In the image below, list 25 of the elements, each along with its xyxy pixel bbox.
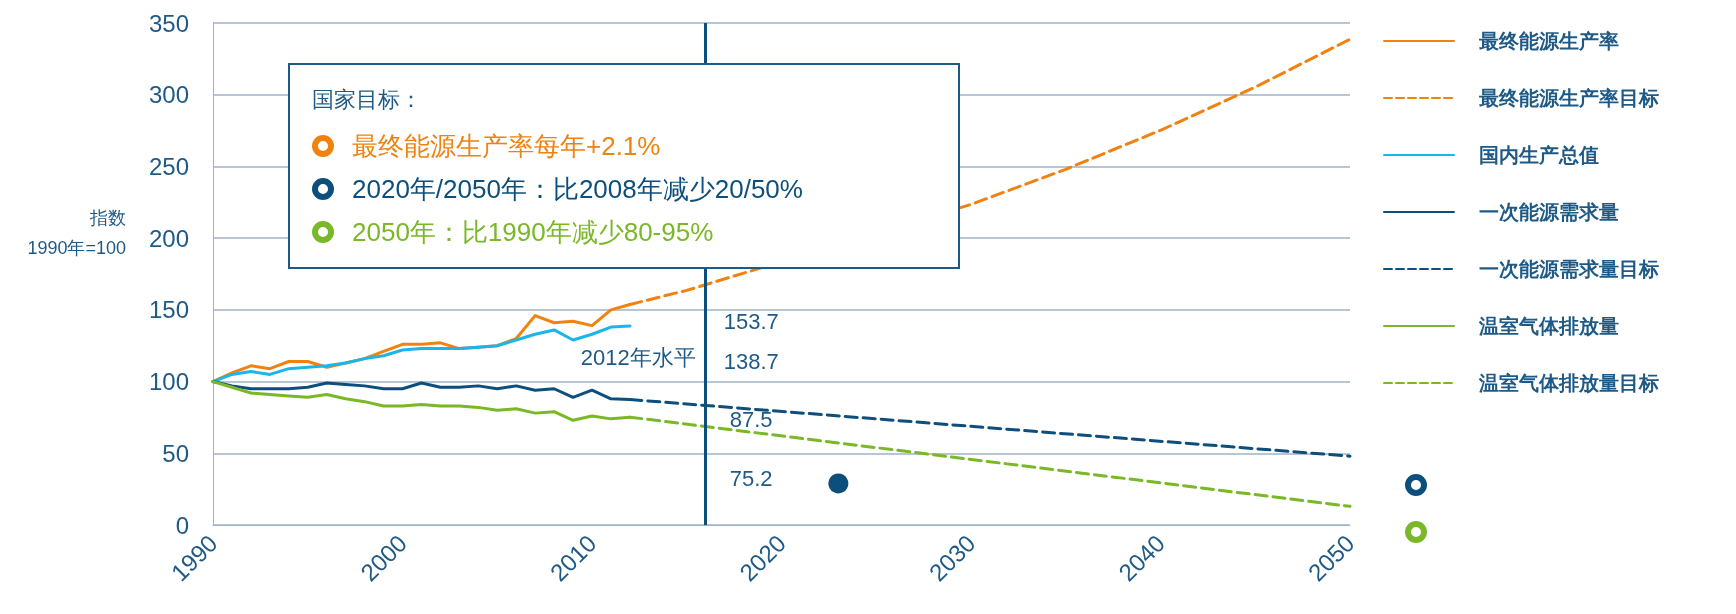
legend-label: 最终能源生产率 — [1478, 30, 1619, 52]
y-tick-label: 200 — [148, 224, 189, 252]
y-tick-label: 350 — [148, 9, 189, 37]
annotation: 2020年/2050年：比2008年减少20/50% — [352, 173, 803, 206]
y-tick-label: 250 — [148, 152, 189, 180]
annotation: 2050年：比1990年减少80-95% — [352, 216, 714, 249]
y-tick-label: 150 — [148, 296, 189, 324]
legend-label: 一次能源需求量目标 — [1479, 258, 1659, 280]
annotation: 138.7 — [723, 348, 779, 374]
legend-label: 最终能源生产率目标 — [1478, 87, 1659, 109]
annotation: 国家目标： — [312, 86, 422, 114]
legend-label: 温室气体排放量目标 — [1478, 372, 1659, 394]
y-tick-label: 300 — [148, 81, 189, 109]
legend-label: 国内生产总值 — [1479, 144, 1599, 166]
y-tick-label: 50 — [162, 439, 189, 467]
annotation: 最终能源生产率每年+2.1% — [352, 130, 661, 163]
ref-line-label: 2012年水平 — [580, 344, 696, 370]
legend-label: 温室气体排放量 — [1478, 315, 1619, 337]
y-tick-label: 0 — [175, 511, 189, 539]
y-axis-title: 指数 1990年=100 — [27, 208, 126, 258]
annotation: 75.2 — [729, 465, 773, 491]
annotation: 87.5 — [729, 406, 773, 432]
y-tick-label: 100 — [148, 368, 189, 396]
annotation: 153.7 — [723, 308, 779, 334]
legend-label: 一次能源需求量 — [1479, 201, 1619, 223]
